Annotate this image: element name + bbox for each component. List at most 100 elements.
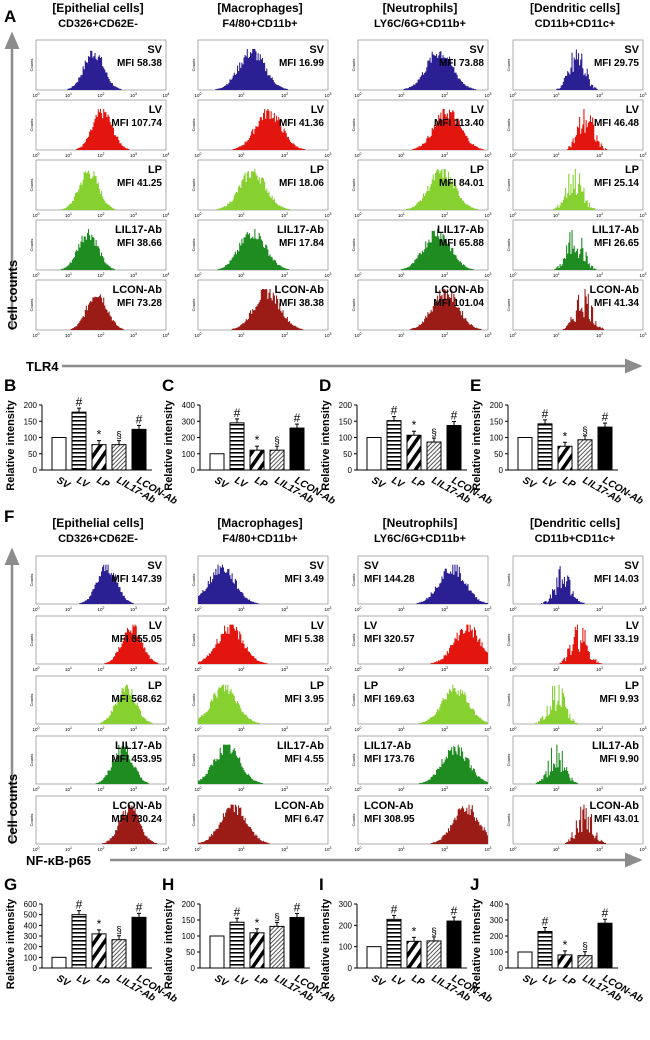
- tick-base: 10: [553, 153, 559, 158]
- bar-LV: [71, 411, 87, 471]
- x-tick-label: 104: [163, 786, 170, 792]
- tick-exponent: 3: [490, 332, 492, 336]
- panel-label: G: [4, 875, 17, 894]
- histogram-bars: [36, 229, 166, 270]
- mfi-value: 173.76: [384, 754, 415, 765]
- tick-base: 10: [238, 787, 244, 792]
- tick-exponent: 1: [70, 726, 72, 730]
- y-axis-label: Counts: [506, 299, 511, 312]
- x-tick-label: 103: [640, 666, 647, 672]
- x-tick-label: 100: [355, 726, 362, 732]
- histogram-frame: [512, 735, 644, 785]
- significance-marker: §: [431, 428, 437, 439]
- mfi-label: MFI 169.63: [364, 694, 415, 705]
- tick-base: 10: [195, 787, 201, 792]
- mfi-value: 5.38: [305, 634, 325, 645]
- bar-LP: [406, 434, 422, 471]
- tick-exponent: 4: [168, 152, 170, 156]
- tick-exponent: 1: [70, 212, 72, 216]
- tick-base: 10: [65, 213, 71, 218]
- tick-exponent: 1: [243, 786, 245, 790]
- x-tick-label: 101: [65, 152, 72, 158]
- tick-base: 10: [355, 333, 361, 338]
- bar-LV: [229, 921, 245, 969]
- column-subtitle: CD326+CD62E-: [58, 18, 138, 30]
- tick-exponent: 2: [601, 666, 603, 670]
- condition-label: LP: [148, 164, 162, 176]
- x-tick-label: 100: [33, 212, 40, 218]
- y-axis-label: Counts: [351, 634, 356, 647]
- condition-label: SV: [624, 560, 639, 572]
- tick-base: 10: [596, 787, 602, 792]
- x-tick-label: 100: [355, 332, 362, 338]
- tick-exponent: 0: [360, 152, 362, 156]
- tick-exponent: 3: [135, 726, 137, 730]
- y-tick-label: 0: [348, 964, 353, 973]
- tick-exponent: 0: [360, 212, 362, 216]
- tick-base: 10: [325, 93, 331, 98]
- x-tick-label: 102: [596, 272, 603, 278]
- tick-exponent: 4: [168, 726, 170, 730]
- x-tick-label: 101: [398, 212, 405, 218]
- column-subtitle: CD11b+CD11c+: [535, 18, 616, 30]
- tick-base: 10: [355, 727, 361, 732]
- x-tick-label: 102: [281, 272, 288, 278]
- histogram-bars: [36, 50, 166, 90]
- x-tick-label: 100: [510, 606, 517, 612]
- tick-exponent: 1: [558, 606, 560, 610]
- tick-exponent: 0: [38, 726, 40, 730]
- tick-exponent: 4: [168, 212, 170, 216]
- x-axis-marker-label: NF-κB-p65: [26, 853, 91, 868]
- tick-exponent: 3: [490, 152, 492, 156]
- tick-exponent: 3: [135, 666, 137, 670]
- tick-base: 10: [195, 153, 201, 158]
- tick-exponent: 3: [135, 212, 137, 216]
- tick-exponent: 3: [645, 212, 647, 216]
- tick-exponent: 2: [446, 92, 448, 96]
- mfi-value: 58.38: [137, 58, 162, 69]
- y-axis-label: Counts: [191, 119, 196, 132]
- tick-base: 10: [596, 847, 602, 852]
- y-axis-label: Counts: [191, 179, 196, 192]
- x-tick-label: 103: [485, 92, 492, 98]
- tick-base: 10: [195, 847, 201, 852]
- tick-base: 10: [130, 667, 136, 672]
- tick-base: 10: [238, 213, 244, 218]
- x-tick-label: LP: [253, 973, 270, 989]
- y-axis-title: Relative intensity: [471, 898, 483, 989]
- x-tick-label: 103: [325, 272, 332, 278]
- x-tick-label: LP: [561, 973, 578, 989]
- significance-marker: #: [542, 915, 549, 929]
- y-tick-label: 600: [24, 900, 38, 909]
- mfi-prefix: MFI: [594, 118, 611, 129]
- tick-exponent: 1: [558, 92, 560, 96]
- mfi-value: 38.38: [299, 298, 324, 309]
- mfi-value: 3.49: [305, 574, 325, 585]
- significance-marker: *: [412, 924, 417, 938]
- x-tick-label: 101: [553, 152, 560, 158]
- bar-LV: [537, 931, 553, 969]
- tick-base: 10: [65, 273, 71, 278]
- x-tick-label: 101: [398, 152, 405, 158]
- tick-exponent: 3: [645, 152, 647, 156]
- tick-base: 10: [163, 667, 169, 672]
- significance-marker: #: [602, 410, 609, 424]
- tick-base: 10: [510, 153, 516, 158]
- histogram-bars: [358, 229, 488, 270]
- mfi-prefix: MFI: [285, 814, 302, 825]
- mfi-value: 73.28: [137, 298, 162, 309]
- tick-exponent: 0: [515, 606, 517, 610]
- mfi-prefix: MFI: [279, 238, 296, 249]
- condition-label: LCON-Ab: [275, 800, 325, 812]
- y-axis-title: Cell counts: [5, 260, 20, 330]
- column-subtitle: CD11b+CD11c+: [535, 533, 616, 545]
- tick-exponent: 4: [168, 272, 170, 276]
- mfi-prefix: MFI: [433, 298, 450, 309]
- x-tick-label: SV: [370, 475, 388, 492]
- y-tick-label: 200: [490, 932, 504, 941]
